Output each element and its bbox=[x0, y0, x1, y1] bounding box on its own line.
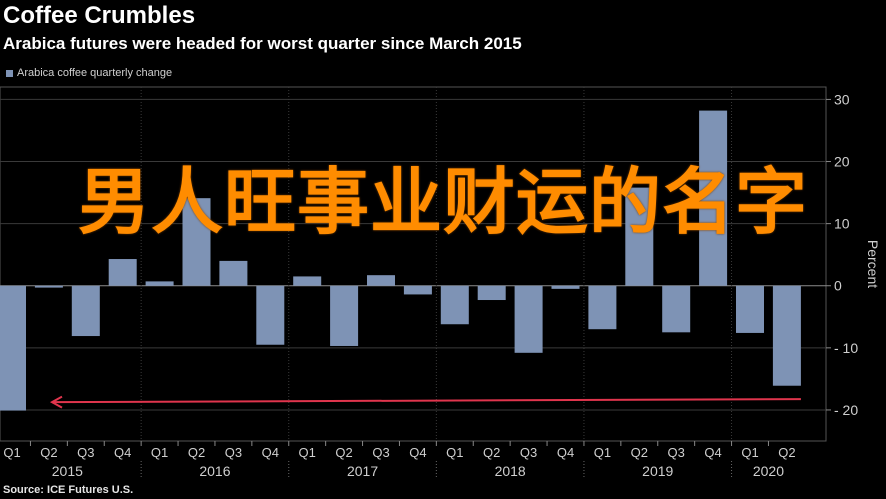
y-tick-label: 0 bbox=[834, 278, 842, 294]
x-tick-label: Q1 bbox=[741, 445, 758, 460]
x-tick-label: Q1 bbox=[3, 445, 20, 460]
x-year-label: 2016 bbox=[199, 463, 230, 479]
x-tick-label: Q4 bbox=[409, 445, 426, 460]
bar bbox=[34, 285, 63, 288]
x-tick-label: Q4 bbox=[557, 445, 574, 460]
bar bbox=[440, 285, 469, 325]
legend-label: Arabica coffee quarterly change bbox=[17, 67, 173, 79]
bar bbox=[625, 187, 654, 286]
x-axis: Q1 Q2 Q3 Q4 Q1 Q2 Q3 Q4 Q1 Q2 Q3 Q4 Q1 Q2 Q3 Q4 Q1 Q2 Q3 Q4… bbox=[3, 441, 796, 479]
y-axis-label: Percent bbox=[865, 240, 881, 288]
x-tick-label: Q2 bbox=[40, 445, 57, 460]
bar bbox=[219, 260, 248, 286]
bar bbox=[551, 285, 580, 289]
x-tick-label: Q3 bbox=[77, 445, 94, 460]
source-note: Source: ICE Futures U.S. bbox=[3, 484, 134, 496]
x-tick-label: Q4 bbox=[114, 445, 131, 460]
x-year-label: 2018 bbox=[495, 463, 526, 479]
bar bbox=[145, 281, 174, 286]
annotation-arrow bbox=[49, 395, 801, 409]
x-tick-label: Q2 bbox=[778, 445, 795, 460]
chart-subtitle: Arabica futures were headed for worst qu… bbox=[3, 34, 522, 53]
bar bbox=[256, 285, 285, 345]
bar bbox=[182, 198, 211, 286]
x-tick-label: Q1 bbox=[299, 445, 316, 460]
x-year-label: 2017 bbox=[347, 463, 378, 479]
bar bbox=[588, 285, 617, 330]
bar bbox=[293, 276, 322, 286]
legend: Arabica coffee quarterly change bbox=[6, 67, 172, 79]
y-tick-label: 10 bbox=[834, 216, 850, 232]
y-tick-label: - 10 bbox=[834, 340, 858, 356]
x-tick-label: Q1 bbox=[446, 445, 463, 460]
x-year-label: 2020 bbox=[753, 463, 784, 479]
plot-frame bbox=[0, 86, 827, 442]
chart-title: Coffee Crumbles bbox=[3, 2, 196, 29]
x-year-label: 2015 bbox=[52, 463, 83, 479]
arrow-head bbox=[49, 395, 63, 409]
x-tick-label: Q1 bbox=[151, 445, 168, 460]
x-tick-label: Q4 bbox=[262, 445, 279, 460]
y-tick-label: - 20 bbox=[834, 402, 858, 418]
x-tick-label: Q1 bbox=[594, 445, 611, 460]
x-tick-label: Q3 bbox=[520, 445, 537, 460]
bar bbox=[108, 259, 137, 286]
x-tick-label: Q2 bbox=[631, 445, 648, 460]
bar bbox=[662, 285, 691, 333]
x-year-label: 2019 bbox=[642, 463, 673, 479]
y-axis: 30 20 10 0 - 10 - 20 Percent bbox=[826, 91, 881, 418]
bar bbox=[71, 285, 100, 337]
x-tick-label: Q2 bbox=[483, 445, 500, 460]
x-tick-label: Q2 bbox=[188, 445, 205, 460]
bar bbox=[699, 110, 728, 286]
x-tick-label: Q3 bbox=[225, 445, 242, 460]
bars bbox=[0, 110, 801, 411]
bar bbox=[403, 285, 432, 295]
bar bbox=[477, 285, 506, 301]
legend-swatch bbox=[6, 69, 13, 77]
arrow-line bbox=[51, 398, 801, 404]
x-tick-label: Q3 bbox=[372, 445, 389, 460]
bar bbox=[736, 285, 764, 333]
x-tick-label: Q2 bbox=[335, 445, 352, 460]
bar bbox=[514, 285, 543, 353]
bar bbox=[772, 285, 801, 386]
x-tick-label: Q4 bbox=[704, 445, 721, 460]
x-tick-label: Q3 bbox=[668, 445, 685, 460]
bar bbox=[0, 285, 26, 411]
bar bbox=[330, 285, 359, 346]
y-tick-label: 20 bbox=[834, 154, 850, 170]
bar bbox=[367, 275, 395, 286]
y-tick-label: 30 bbox=[834, 91, 850, 107]
